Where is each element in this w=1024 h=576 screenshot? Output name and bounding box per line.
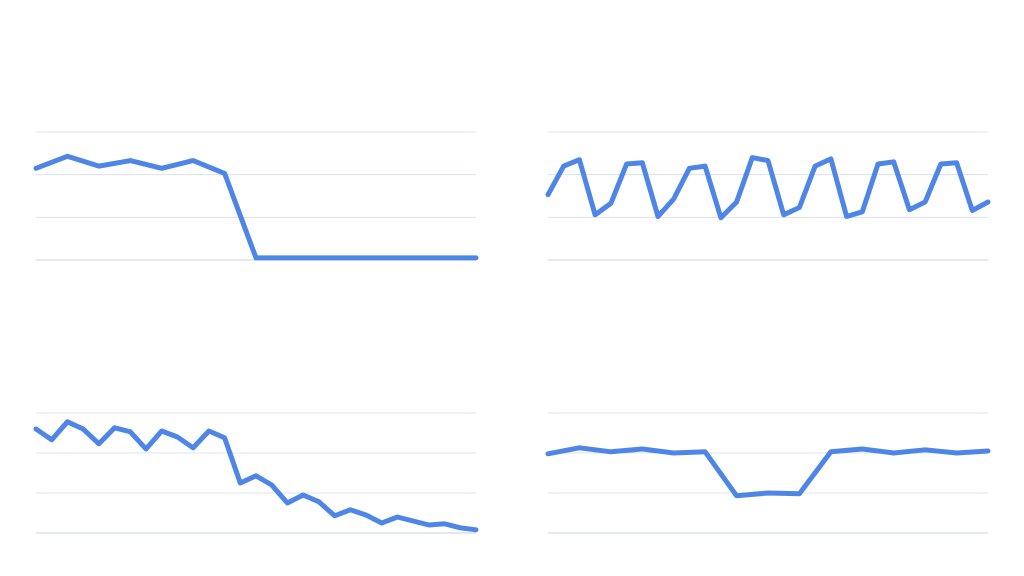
series-line [545, 155, 991, 221]
line-chart-bottom-right [545, 412, 991, 534]
series-line [545, 445, 991, 499]
series-line [33, 419, 479, 533]
line-chart-top-left [33, 131, 479, 261]
line-chart-top-right [545, 131, 991, 261]
line-chart-bottom-left [33, 412, 479, 534]
series-line [33, 153, 479, 261]
